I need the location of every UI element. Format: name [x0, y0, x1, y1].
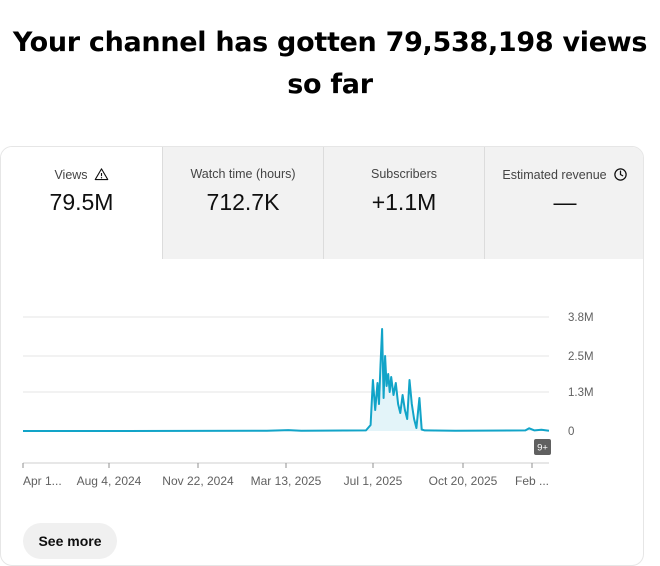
- notification-badge: [534, 439, 551, 455]
- analytics-card: Views 79.5M Watch time (hours) 712.7K Su…: [0, 146, 644, 566]
- tab-revenue-value: —: [553, 189, 577, 215]
- headline-line-2: so far: [287, 69, 373, 100]
- x-tick-label: Mar 13, 2025: [251, 474, 322, 488]
- tab-watch-time-label-row: Watch time (hours): [163, 167, 323, 181]
- page-headline: Your channel has gotten 79,538,198 views…: [0, 22, 660, 106]
- tab-subscribers-label-row: Subscribers: [324, 167, 484, 181]
- notification-badge-label: 9+: [537, 443, 548, 454]
- y-tick-label: 1.3M: [568, 387, 594, 399]
- y-tick-label: 3.8M: [568, 312, 594, 324]
- x-tick-label: Jul 1, 2025: [344, 474, 403, 488]
- x-tick-label: Nov 22, 2024: [162, 474, 234, 488]
- tab-watch-time-label: Watch time (hours): [190, 167, 296, 181]
- tab-subscribers-value: +1.1M: [371, 189, 437, 215]
- tab-subscribers-label: Subscribers: [371, 167, 437, 181]
- warning-icon: [94, 168, 108, 181]
- y-tick-label: 0: [568, 426, 574, 438]
- views-chart: 3.8M 2.5M 1.3M 0 Apr 1... Aug 4, 2024 Nov 22, …: [1, 259, 643, 559]
- headline-line-1: Your channel has gotten 79,538,198 views: [12, 27, 648, 58]
- clock-icon: [613, 168, 627, 181]
- see-more-button[interactable]: See more: [23, 523, 117, 559]
- metric-tabs: Views 79.5M Watch time (hours) 712.7K Su…: [1, 147, 643, 259]
- x-tick-label: Oct 20, 2025: [429, 474, 498, 488]
- tab-revenue-label: Estimated revenue: [502, 167, 607, 182]
- y-tick-label: 2.5M: [568, 351, 594, 363]
- x-tick-label: Aug 4, 2024: [77, 474, 142, 488]
- tab-subscribers[interactable]: Subscribers +1.1M: [323, 147, 484, 259]
- tab-watch-time[interactable]: Watch time (hours) 712.7K: [162, 147, 323, 259]
- tab-watch-time-value: 712.7K: [206, 189, 280, 215]
- tab-views[interactable]: Views 79.5M: [1, 147, 162, 259]
- tab-estimated-revenue[interactable]: Estimated revenue —: [484, 147, 643, 259]
- tab-revenue-label-row: Estimated revenue: [485, 167, 643, 182]
- tab-views-label-row: Views: [1, 167, 162, 182]
- x-tick-label: Feb ...: [515, 474, 549, 488]
- views-chart-svg: 3.8M 2.5M 1.3M 0 Apr 1... Aug 4, 2024 Nov 22, …: [22, 312, 594, 488]
- series-line: [23, 328, 550, 432]
- tab-views-label: Views: [54, 167, 88, 182]
- tab-views-value: 79.5M: [49, 189, 114, 215]
- series-area: [23, 329, 549, 431]
- x-tick-label: Apr 1...: [23, 474, 62, 488]
